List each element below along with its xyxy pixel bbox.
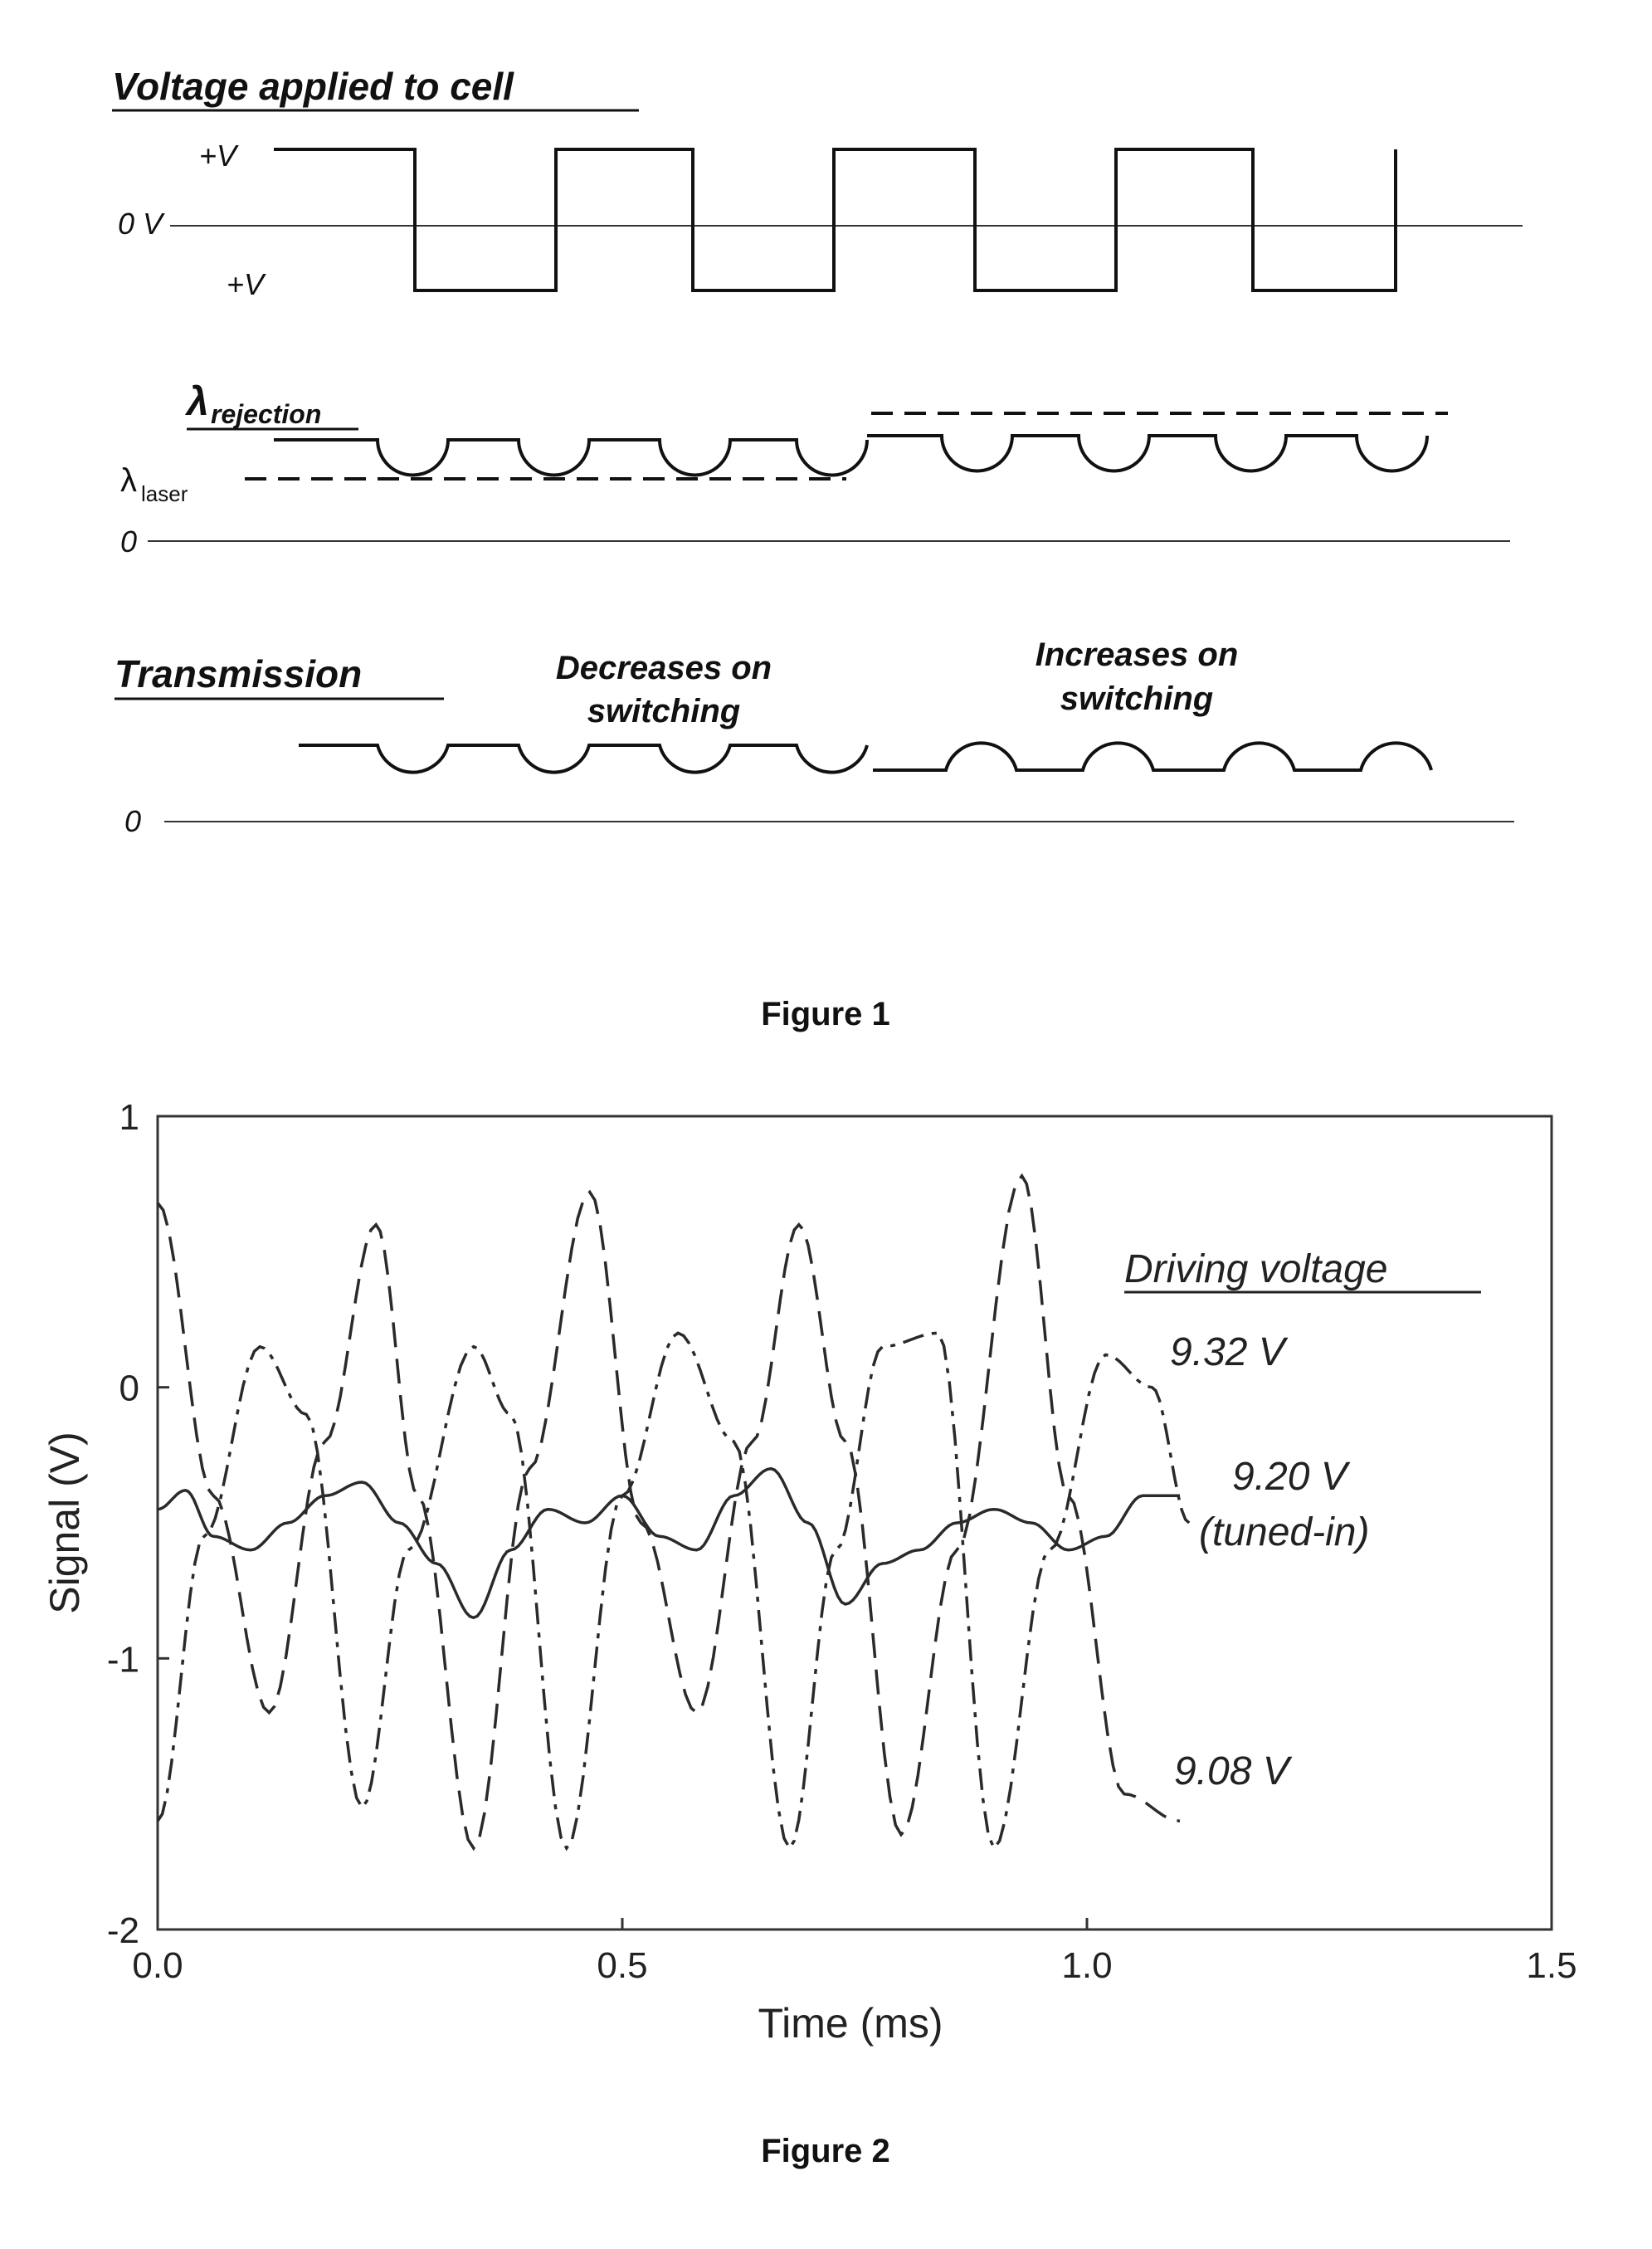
- increases-note-line1: Increases on: [1036, 637, 1239, 673]
- rejection-subscript: rejection: [211, 399, 321, 429]
- series-line-0: [158, 1333, 1189, 1848]
- series-line-2: [158, 1176, 1180, 1848]
- zero-v-label: 0 V: [118, 207, 165, 241]
- laser-subscript: laser: [141, 481, 188, 506]
- transmission-trace: [299, 743, 1431, 772]
- voltage-heading: Voltage applied to cell: [112, 65, 514, 108]
- rejection-symbol: λ: [184, 380, 209, 424]
- figure-2-caption: Figure 2: [761, 2133, 890, 2169]
- lambda-wavelength-trace: [274, 436, 1427, 476]
- decreases-note-line1: Decreases on: [556, 650, 772, 686]
- increases-note-line2: switching: [1060, 681, 1213, 717]
- series-label-9-32: 9.32 V: [1170, 1330, 1289, 1374]
- figure-1-caption: Figure 1: [761, 996, 890, 1032]
- plus-v-top-label: +V: [199, 139, 239, 173]
- legend-title: Driving voltage: [1124, 1247, 1387, 1291]
- y-tick-label: 1: [119, 1097, 139, 1138]
- x-axis-label: Time (ms): [758, 2000, 943, 2047]
- y-axis-label: Signal (V): [41, 1432, 88, 1614]
- zero-mid-label: 0: [120, 524, 137, 559]
- series-label-9-08: 9.08 V: [1174, 1749, 1293, 1793]
- y-tick-label: -1: [107, 1639, 139, 1680]
- decreases-note-line2: switching: [587, 693, 740, 729]
- transmission-heading: Transmission: [115, 652, 362, 695]
- y-tick-label: 0: [119, 1368, 139, 1409]
- x-tick-label: 1.5: [1526, 1945, 1576, 1986]
- laser-symbol: λ: [120, 462, 137, 499]
- x-tick-label: 0.5: [597, 1945, 647, 1986]
- zero-bottom-label: 0: [124, 804, 141, 838]
- series-label-9-20: 9.20 V: [1232, 1455, 1351, 1499]
- y-tick-label: -2: [107, 1910, 139, 1951]
- plus-v-bottom-label: +V: [227, 267, 266, 301]
- series-line-1: [158, 1469, 1180, 1618]
- figure-1: Voltage applied to cell +V 0 V +V λ reje…: [112, 65, 1523, 1032]
- x-tick-label: 0.0: [132, 1945, 183, 1986]
- square-wave-voltage: [274, 149, 1396, 290]
- series-layer: [158, 1176, 1189, 1848]
- x-tick-label: 1.0: [1061, 1945, 1112, 1986]
- figure-2-chart: 0.00.51.01.510-1-2 Time (ms) Signal (V) …: [41, 1097, 1577, 2169]
- series-annotation-tuned-in: (tuned-in): [1199, 1510, 1369, 1554]
